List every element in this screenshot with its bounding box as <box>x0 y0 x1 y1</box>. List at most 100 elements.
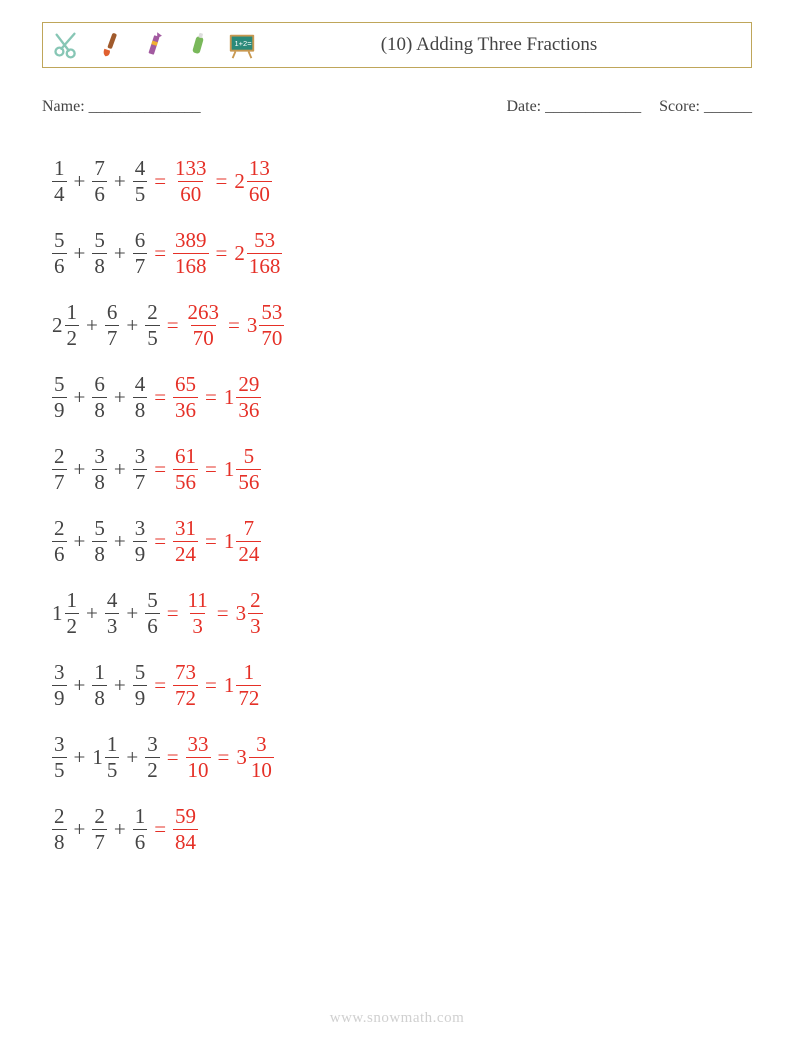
header-icons: 1+2= <box>43 30 257 60</box>
fraction: 67 <box>133 229 148 276</box>
equals-operator: = <box>154 673 166 698</box>
numerator: 4 <box>133 157 148 180</box>
denominator: 7 <box>133 253 148 277</box>
fraction: 556 <box>236 445 261 492</box>
denominator: 5 <box>105 757 120 781</box>
numerator: 5 <box>242 445 257 468</box>
numerator: 4 <box>133 373 148 396</box>
equals-operator: = <box>205 385 217 410</box>
fraction: 67 <box>105 301 120 348</box>
numerator: 2 <box>145 301 160 324</box>
plus-operator: + <box>74 529 86 554</box>
problem-row: 59+68+48=6536=12936 <box>52 361 712 433</box>
problem-row: 28+27+16=5984 <box>52 793 712 865</box>
fraction: 5370 <box>259 301 284 348</box>
plus-operator: + <box>114 457 126 482</box>
denominator: 5 <box>52 757 67 781</box>
numerator: 6 <box>133 229 148 252</box>
numerator: 53 <box>252 229 277 252</box>
fraction: 724 <box>236 517 261 564</box>
equals-operator: = <box>154 457 166 482</box>
numerator: 31 <box>173 517 198 540</box>
mixed-number: 1172 <box>224 661 262 708</box>
svg-text:1+2=: 1+2= <box>235 39 253 48</box>
plus-operator: + <box>74 169 86 194</box>
fraction: 12 <box>65 589 80 636</box>
numerator: 29 <box>236 373 261 396</box>
fraction: 59 <box>52 373 67 420</box>
equals-operator: = <box>154 241 166 266</box>
fraction: 3310 <box>186 733 211 780</box>
fraction: 113 <box>186 589 210 636</box>
numerator: 5 <box>52 229 67 252</box>
crayon-icon <box>139 30 169 60</box>
equals-operator: = <box>154 385 166 410</box>
numerator: 33 <box>186 733 211 756</box>
info-line: Name: ______________ Date: ____________ … <box>42 98 752 116</box>
mixed-number: 1724 <box>224 517 262 564</box>
whole-part: 2 <box>234 169 245 194</box>
plus-operator: + <box>86 601 98 626</box>
fraction: 56 <box>52 229 67 276</box>
denominator: 9 <box>133 685 148 709</box>
equals-operator: = <box>167 745 179 770</box>
whole-part: 1 <box>224 673 235 698</box>
numerator: 5 <box>92 229 107 252</box>
mixed-number: 12936 <box>224 373 262 420</box>
fraction: 18 <box>92 661 107 708</box>
worksheet-title: (10) Adding Three Fractions <box>257 34 751 56</box>
denominator: 36 <box>236 397 261 421</box>
fraction: 53168 <box>247 229 283 276</box>
numerator: 3 <box>133 445 148 468</box>
numerator: 1 <box>133 805 148 828</box>
denominator: 72 <box>236 685 261 709</box>
equals-operator: = <box>154 529 166 554</box>
fraction: 5984 <box>173 805 198 852</box>
equals-operator: = <box>205 529 217 554</box>
denominator: 5 <box>145 325 160 349</box>
plus-operator: + <box>74 817 86 842</box>
problem-row: 35+115+32=3310=3310 <box>52 721 712 793</box>
plus-operator: + <box>74 241 86 266</box>
numerator: 2 <box>92 805 107 828</box>
numerator: 3 <box>133 517 148 540</box>
numerator: 133 <box>173 157 209 180</box>
denominator: 6 <box>133 829 148 853</box>
problem-row: 14+76+45=13360=21360 <box>52 145 712 217</box>
plus-operator: + <box>126 313 138 338</box>
plus-operator: + <box>114 673 126 698</box>
fraction: 56 <box>145 589 160 636</box>
fraction: 76 <box>92 157 107 204</box>
fraction: 45 <box>133 157 148 204</box>
whole-part: 2 <box>234 241 245 266</box>
denominator: 70 <box>191 325 216 349</box>
equals-operator: = <box>154 817 166 842</box>
fraction: 1360 <box>247 157 272 204</box>
mixed-number: 112 <box>52 589 79 636</box>
problem-row: 212+67+25=26370=35370 <box>52 289 712 361</box>
equals-operator: = <box>205 673 217 698</box>
denominator: 24 <box>236 541 261 565</box>
mixed-number: 212 <box>52 301 79 348</box>
whole-part: 1 <box>224 457 235 482</box>
denominator: 8 <box>52 829 67 853</box>
fraction: 27 <box>92 805 107 852</box>
footer-text: www.snowmath.com <box>0 1010 794 1027</box>
whole-part: 1 <box>224 529 235 554</box>
denominator: 8 <box>92 397 107 421</box>
fraction: 48 <box>133 373 148 420</box>
fraction: 28 <box>52 805 67 852</box>
fraction: 6536 <box>173 373 198 420</box>
denominator: 9 <box>52 397 67 421</box>
fraction: 15 <box>105 733 120 780</box>
plus-operator: + <box>114 241 126 266</box>
whole-part: 1 <box>52 601 63 626</box>
marker-icon <box>183 30 213 60</box>
problem-row: 39+18+59=7372=1172 <box>52 649 712 721</box>
fraction: 43 <box>105 589 120 636</box>
fraction: 26370 <box>186 301 222 348</box>
equals-operator: = <box>205 457 217 482</box>
problem-row: 56+58+67=389168=253168 <box>52 217 712 289</box>
fraction: 3124 <box>173 517 198 564</box>
numerator: 3 <box>254 733 269 756</box>
